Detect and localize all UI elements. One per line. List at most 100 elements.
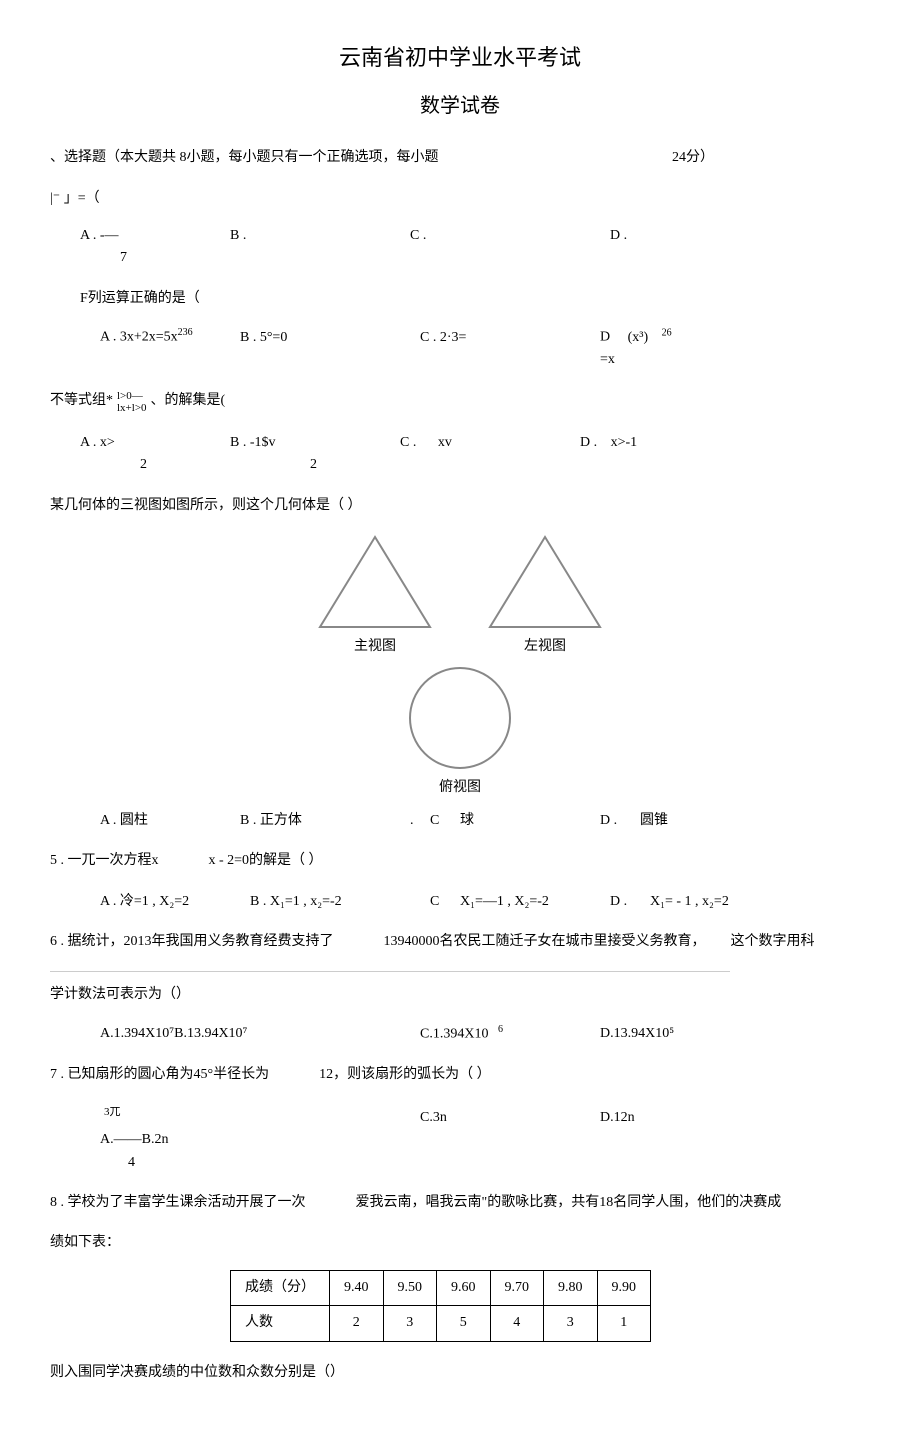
- q3-choices: A . x> 2 B . -1$v 2 C . xv D . x>-1: [50, 432, 870, 477]
- q3-stem: 不等式组* l>0— lx+l>0 、的解集是(: [50, 390, 870, 414]
- top-view-label: 俯视图: [439, 777, 481, 799]
- section-text-a: 、选择题（本大题共: [50, 150, 176, 165]
- triangle-icon: [485, 532, 605, 632]
- q3-D-val: x>-1: [611, 435, 638, 450]
- q2-B: B . 5°=0: [240, 327, 420, 349]
- top-view: 俯视图: [315, 663, 605, 799]
- q4-D: D .: [600, 810, 640, 832]
- q2-C: C . 2·3=: [420, 327, 600, 349]
- q3-inset-bot: lx+l>0: [117, 402, 147, 414]
- q8-stem-line1: 8 . 学校为了丰富学生课余活动开展了一次 爱我云南，唱我云南"的歌咏比赛，共有…: [50, 1192, 870, 1214]
- q5-B: B . X₁=1 , x₂=-2: [250, 891, 430, 913]
- q7-A-label: A.——B.2n: [100, 1132, 168, 1147]
- q3-stem-b: 、的解集是(: [151, 390, 226, 412]
- q7-A-den: 4: [100, 1155, 135, 1170]
- q1-A-sub: 7: [80, 250, 127, 265]
- q6-stem-line1: 6 . 据统计，2013年我国用义务教育经费支持了 13940000名农民工随迁…: [50, 931, 870, 953]
- q3-stem-a: 不等式组*: [50, 390, 113, 412]
- table-cell: 9.90: [597, 1270, 651, 1305]
- q7-A-sup: 3兀: [104, 1106, 121, 1118]
- q4-stem: 某几何体的三视图如图所示，则这个几何体是（ ）: [50, 495, 870, 517]
- q3-C: C . xv: [400, 432, 580, 454]
- q2-D-inner: (x³): [628, 330, 649, 345]
- triangle-icon: [315, 532, 435, 632]
- section-text-c: 24分）: [672, 150, 714, 165]
- q2-A-sup: 236: [178, 327, 193, 338]
- circle-icon: [405, 663, 515, 773]
- table-cell: 人数: [231, 1306, 330, 1341]
- q7-stem-b: 12，则该扇形的弧长为（ ）: [319, 1064, 491, 1086]
- q4-D-val: 圆锥: [640, 810, 668, 832]
- table-cell: 2: [330, 1306, 384, 1341]
- table-row: 人数 2 3 5 4 3 1: [231, 1306, 651, 1341]
- q3-A: A . x> 2: [80, 432, 230, 477]
- q1-C: C .: [410, 225, 610, 247]
- table-cell: 9.70: [490, 1270, 544, 1305]
- q3-inset: l>0— lx+l>0: [117, 390, 147, 414]
- q3-C-text: C .: [400, 435, 416, 450]
- q6-stem-a: 6 . 据统计，2013年我国用义务教育经费支持了: [50, 931, 334, 953]
- table-cell: 1: [597, 1306, 651, 1341]
- section-header: 、选择题（本大题共 8小题，每小题只有一个正确选项，每小题 24分）: [50, 147, 870, 169]
- q3-B: B . -1$v 2: [230, 432, 400, 477]
- q6-stem-line2: 学计数法可表示为（）: [50, 984, 870, 1006]
- q2-D-label: D: [600, 330, 610, 345]
- q2-D: D (x³) 26 =x: [600, 325, 672, 371]
- q2-D-eq-num: 26: [662, 327, 672, 338]
- q8-stem-line2: 绩如下表：: [50, 1232, 870, 1254]
- q5-stem: 5 . 一兀一次方程x x - 2=0的解是（ ）: [50, 850, 870, 872]
- q5-C: C: [430, 891, 460, 913]
- left-view-label: 左视图: [524, 636, 566, 658]
- q7-stem: 7 . 已知扇形的圆心角为45°半径长为 12，则该扇形的弧长为（ ）: [50, 1064, 870, 1086]
- q8-tail: 则入围同学决赛成绩的中位数和众数分别是（）: [50, 1362, 870, 1384]
- q3-D: D . x>-1: [580, 432, 637, 454]
- q2-A: A . 3x+2x=5x236: [100, 325, 240, 349]
- q4-C-dot: .: [410, 810, 430, 832]
- page-title: 云南省初中学业水平考试: [50, 40, 870, 75]
- front-view-label: 主视图: [354, 636, 396, 658]
- score-table: 成绩（分） 9.40 9.50 9.60 9.70 9.80 9.90 人数 2…: [230, 1270, 651, 1342]
- q2-stem: F列运算正确的是（: [50, 288, 870, 310]
- q4-C: C: [430, 810, 460, 832]
- q3-B-text: B . -1$v: [230, 435, 276, 450]
- left-view: 左视图: [485, 532, 605, 658]
- table-row: 成绩（分） 9.40 9.50 9.60 9.70 9.80 9.90: [231, 1270, 651, 1305]
- q6-choices: A.1.394X10⁷B.13.94X10⁷ C.1.394X10 6 D.13…: [50, 1022, 870, 1046]
- q1-A: A . -— 7: [80, 225, 230, 270]
- q5-A: A . 冷=1 , X₂=2: [100, 891, 250, 913]
- q8-stem-b: 爱我云南，唱我云南"的歌咏比赛，共有18名同学人围，他们的决赛成: [356, 1192, 782, 1214]
- q1-choices: A . -— 7 B . C . D .: [50, 225, 870, 270]
- q4-diagram: 主视图 左视图 俯视图: [50, 532, 870, 800]
- section-text-b: 8小题，每小题只有一个正确选项，每小题: [180, 150, 439, 165]
- q1-A-text: A . -—: [80, 228, 119, 243]
- q5-choices: A . 冷=1 , X₂=2 B . X₁=1 , x₂=-2 C X₁=—1 …: [50, 891, 870, 913]
- q3-inset-top: l>0—: [117, 390, 147, 402]
- q5-stem-b: x - 2=0的解是（ ）: [209, 850, 323, 872]
- q6-D: D.13.94X10⁵: [600, 1023, 674, 1045]
- q7-AB: 3兀 A.——B.2n 4: [100, 1104, 420, 1174]
- q6-C-text: C.1.394X10: [420, 1026, 488, 1041]
- table-cell: 3: [544, 1306, 598, 1341]
- q7-stem-a: 7 . 已知扇形的圆心角为45°半径长为: [50, 1064, 269, 1086]
- q3-A-text: A . x>: [80, 435, 115, 450]
- q5-C-val: X₁=—1 , X₂=-2: [460, 891, 610, 913]
- divider: [50, 971, 730, 972]
- q1-B: B .: [230, 225, 410, 247]
- q7-D: D.12n: [600, 1107, 635, 1129]
- q3-A-sub: 2: [80, 457, 147, 472]
- q2-choices: A . 3x+2x=5x236 B . 5°=0 C . 2·3= D (x³)…: [50, 325, 870, 371]
- q6-stem-c: 这个数字用科: [731, 931, 815, 953]
- table-cell: 9.50: [383, 1270, 437, 1305]
- q1-stem: |⁻ 」=（: [50, 188, 870, 210]
- q6-stem-b: 13940000名农民工随迁子女在城市里接受义务教育，: [384, 931, 706, 953]
- q1-D: D .: [610, 225, 627, 247]
- table-cell: 4: [490, 1306, 544, 1341]
- q5-stem-a: 5 . 一兀一次方程x: [50, 850, 159, 872]
- page-subtitle: 数学试卷: [50, 90, 870, 122]
- q3-C-sub: xv: [420, 435, 452, 450]
- q8-stem-a: 8 . 学校为了丰富学生课余活动开展了一次: [50, 1192, 306, 1214]
- q3-B-sub: 2: [230, 457, 317, 472]
- q6-AB: A.1.394X10⁷B.13.94X10⁷: [100, 1023, 420, 1045]
- table-cell: 9.40: [330, 1270, 384, 1305]
- q4-choices: A . 圆柱 B . 正方体 . C 球 D . 圆锥: [50, 810, 870, 832]
